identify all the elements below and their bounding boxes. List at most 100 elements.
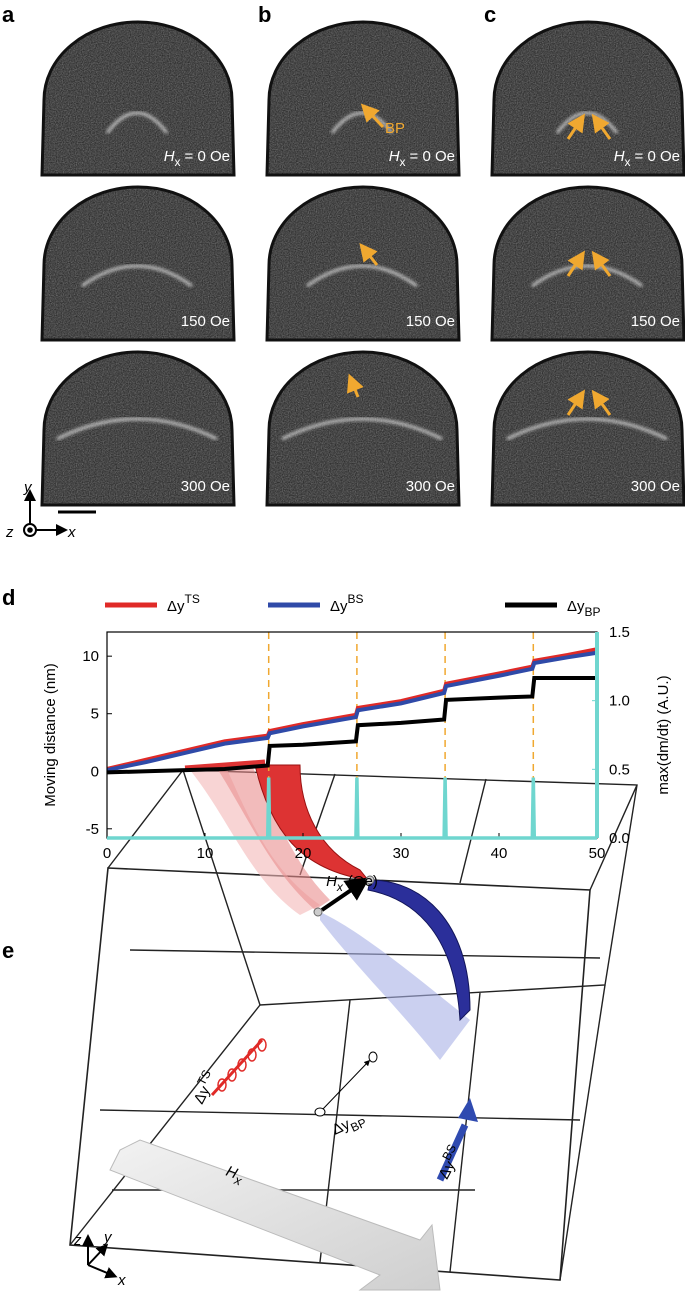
micrograph-edge [490, 350, 685, 507]
legend-name: Δy [167, 598, 185, 615]
field-value: 300 Oe [631, 478, 680, 495]
field-value: = 0 Oe [635, 148, 680, 165]
x-tick-label: 50 [589, 845, 606, 862]
field-label: 300 Oe [181, 478, 230, 495]
x-tick-label: 10 [197, 845, 214, 862]
y2-axis-title: max(dm/dt) (A.U.) [655, 675, 672, 794]
panel-label: d [2, 585, 15, 610]
series-line [106, 676, 597, 775]
ts-label: ΔyTS [186, 1068, 221, 1107]
x-axis-title: Hx (Oe) [326, 873, 378, 894]
micrograph: Hx = 0 Oe [40, 20, 236, 177]
field-arrow [109, 1139, 441, 1291]
series-line [107, 777, 597, 840]
label-sup: TS [194, 1068, 214, 1088]
label-sub: BP [348, 1115, 368, 1134]
orange-arrow [360, 103, 385, 129]
field-subscript: x [175, 155, 181, 169]
axis-label: z [5, 524, 14, 541]
micrograph-edge [40, 185, 236, 342]
micrograph: 150 Oe [265, 185, 461, 342]
legend-sup: TS [185, 592, 200, 606]
orange-arrow [591, 389, 612, 416]
micrograph-noise [42, 22, 234, 175]
micrograph-noise [42, 352, 234, 505]
schematic-box [69, 769, 638, 1281]
field-subscript: x [400, 155, 406, 169]
legend-label: ΔyBS [330, 592, 364, 615]
micrograph: 300 Oe [490, 350, 685, 507]
legend-sub: BP [585, 605, 601, 619]
bp-arrow [320, 877, 370, 912]
field-value: 300 Oe [406, 478, 455, 495]
y-tick-label: -5 [86, 821, 99, 838]
label-base: Δy [436, 1158, 459, 1182]
xyz-frame [82, 1234, 118, 1279]
ts-trace [210, 1038, 267, 1097]
label-sup: BS [439, 1142, 459, 1163]
axis-label: y [103, 1229, 113, 1246]
orange-arrow [566, 250, 585, 277]
axis-label: z [73, 1232, 82, 1249]
label-base: Δy [330, 1116, 354, 1139]
micrograph-edge [490, 185, 685, 342]
y-tick-label: 0 [91, 763, 99, 780]
field-value: = 0 Oe [185, 148, 230, 165]
micrograph-noise [492, 352, 684, 505]
field-label: 150 Oe [181, 313, 230, 330]
micrograph-edge [490, 20, 685, 177]
bp-trace [314, 1051, 378, 1117]
domain-wall-contrast [555, 111, 619, 134]
label-base: Δy [191, 1083, 214, 1107]
micrograph-edge [265, 20, 461, 177]
micrograph-noise [42, 187, 234, 340]
y2-tick-label: 1.5 [609, 624, 630, 641]
panel-label: c [484, 2, 496, 27]
orange-arrow [566, 113, 585, 140]
x-title-unit: (Oe) [348, 873, 378, 890]
micrograph-noise [267, 352, 459, 505]
field-label: Hx = 0 Oe [164, 148, 230, 169]
field-symbol: H [389, 148, 400, 165]
orange-arrow [346, 373, 364, 398]
domain-wall-contrast [531, 264, 643, 288]
y-axis-title: Moving distance (nm) [42, 663, 59, 806]
bp-label: BP [385, 120, 405, 137]
orange-arrow [359, 242, 379, 266]
bloch-point [313, 907, 323, 917]
axis-label: y [23, 479, 33, 496]
field-symbol: H [164, 148, 175, 165]
plot-frame [106, 631, 598, 839]
micrograph: 150 Oe [40, 185, 236, 342]
micrograph-edge [40, 20, 236, 177]
legend-sup: BS [348, 592, 364, 606]
field-label: 150 Oe [406, 313, 455, 330]
field-value: 150 Oe [406, 313, 455, 330]
micrograph-noise [492, 187, 684, 340]
coord-frame [23, 489, 96, 537]
panel-label: b [258, 2, 271, 27]
panel-label: e [2, 938, 14, 963]
micrograph-noise [267, 187, 459, 340]
y-tick-label: 5 [91, 706, 99, 723]
micrograph: Hx = 0 Oe BP [265, 20, 461, 177]
field-label: 300 Oe [406, 478, 455, 495]
domain-wall-contrast [105, 111, 169, 134]
bs-label: ΔyBS [431, 1142, 466, 1182]
micrograph-noise [492, 22, 684, 175]
orange-arrow [591, 113, 612, 140]
field-label: 300 Oe [631, 478, 680, 495]
legend-name: Δy [330, 598, 348, 615]
micrograph: 150 Oe [490, 185, 685, 342]
domain-wall-contrast [81, 264, 193, 288]
bloch-point [365, 875, 375, 885]
domain-wall-contrast [281, 417, 443, 441]
orange-arrow [591, 250, 612, 277]
x-title-subscript: x [336, 880, 344, 894]
domain-wall-contrast [506, 417, 668, 441]
field-value: 300 Oe [181, 478, 230, 495]
field-value: = 0 Oe [410, 148, 455, 165]
bp-label: ΔyBP [330, 1109, 369, 1142]
series-line [106, 650, 598, 773]
